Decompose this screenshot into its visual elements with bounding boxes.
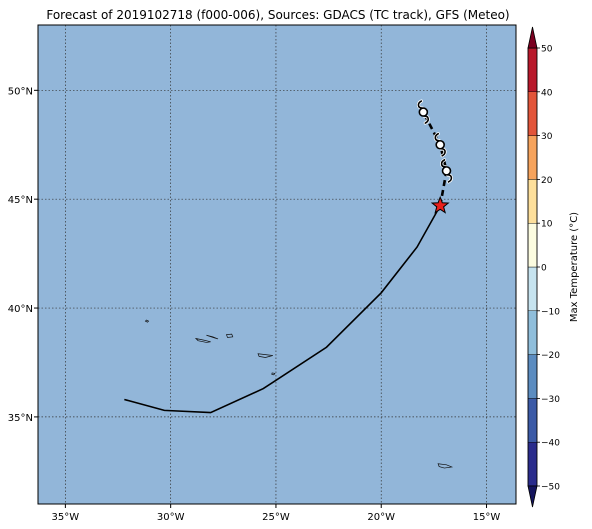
lat-tick-label: 45°N — [8, 195, 33, 206]
island-sao-jorge — [206, 334, 219, 340]
colorbar-bin — [527, 398, 538, 443]
lat-tick-label: 40°N — [8, 304, 33, 315]
colorbar-bin — [527, 266, 538, 311]
colorbar-bin — [527, 222, 538, 268]
lon-tick-label: 25°W — [262, 512, 290, 523]
cyclone-symbol-icon — [440, 158, 453, 184]
cyclone-symbol-icon — [416, 99, 430, 125]
colorbar: 50 40 30 20 10 0 −10 −20 −30 −40 −50 Max Temperatu… — [527, 26, 580, 508]
colorbar-tick-label: −20 — [541, 351, 560, 361]
colorbar-bin — [527, 47, 538, 92]
longitude-tick-labels: 35°W 30°W 25°W 20°W 15°W — [52, 512, 501, 523]
colorbar-tick-label: 30 — [541, 132, 553, 142]
colorbar-bin — [527, 179, 538, 224]
colorbar-tick-labels: 50 40 30 20 10 0 −10 −20 −30 −40 −50 — [537, 45, 560, 493]
island-sao-miguel — [257, 353, 273, 358]
colorbar-over-arrow — [527, 26, 538, 49]
latitude-tick-labels: 35°N 40°N 45°N 50°N — [8, 86, 33, 424]
lon-tick-label: 30°W — [157, 512, 185, 523]
map-frame — [37, 24, 517, 505]
colorbar-tick-label: −40 — [541, 439, 560, 449]
colorbar-tick-label: 0 — [541, 264, 547, 274]
lat-tick-label: 50°N — [8, 86, 33, 97]
colorbar-label: Max Temperature (°C) — [569, 212, 580, 322]
colorbar-tick-label: 40 — [541, 88, 553, 98]
colorbar-tick-label: −10 — [541, 307, 560, 317]
colorbar-bin — [527, 310, 538, 355]
colorbar-bin — [527, 135, 538, 180]
colorbar-tick-label: 20 — [541, 176, 553, 186]
lat-tick-label: 35°N — [8, 413, 33, 424]
lon-tick-label: 35°W — [52, 512, 80, 523]
past-track-line — [124, 205, 441, 414]
lon-tick-label: 20°W — [367, 512, 395, 523]
colorbar-tick-label: −50 — [541, 483, 560, 493]
colorbar-tick-label: 10 — [541, 220, 553, 230]
island-flores-corvo — [144, 319, 150, 323]
colorbar-tick-label: 50 — [541, 45, 553, 55]
ocean-background — [38, 25, 516, 504]
figure-title: Forecast of 2019102718 (f000-006), Sourc… — [46, 8, 509, 22]
island-madeira — [437, 463, 454, 469]
colorbar-bin — [527, 442, 538, 487]
colorbar-bin — [527, 354, 538, 399]
forecast-cyclone-symbols — [416, 99, 453, 184]
island-faial-pico — [194, 337, 211, 343]
map-panel: 35°W 30°W 25°W 20°W 15°W 35°N 40°N 45°N 50°N — [8, 24, 517, 523]
graticule — [34, 25, 516, 508]
colorbar-tick-label: −30 — [541, 395, 560, 405]
colorbar-under-arrow — [527, 485, 538, 508]
coastlines — [144, 319, 454, 469]
island-santa-maria — [271, 372, 276, 376]
current-position-star-icon — [430, 195, 450, 214]
colorbar-bins — [527, 47, 538, 487]
cyclone-symbol-icon — [433, 132, 447, 158]
colorbar-bin — [527, 91, 538, 136]
forecast-track-line — [422, 111, 448, 206]
lon-tick-label: 15°W — [473, 512, 501, 523]
island-terceira — [225, 333, 234, 338]
